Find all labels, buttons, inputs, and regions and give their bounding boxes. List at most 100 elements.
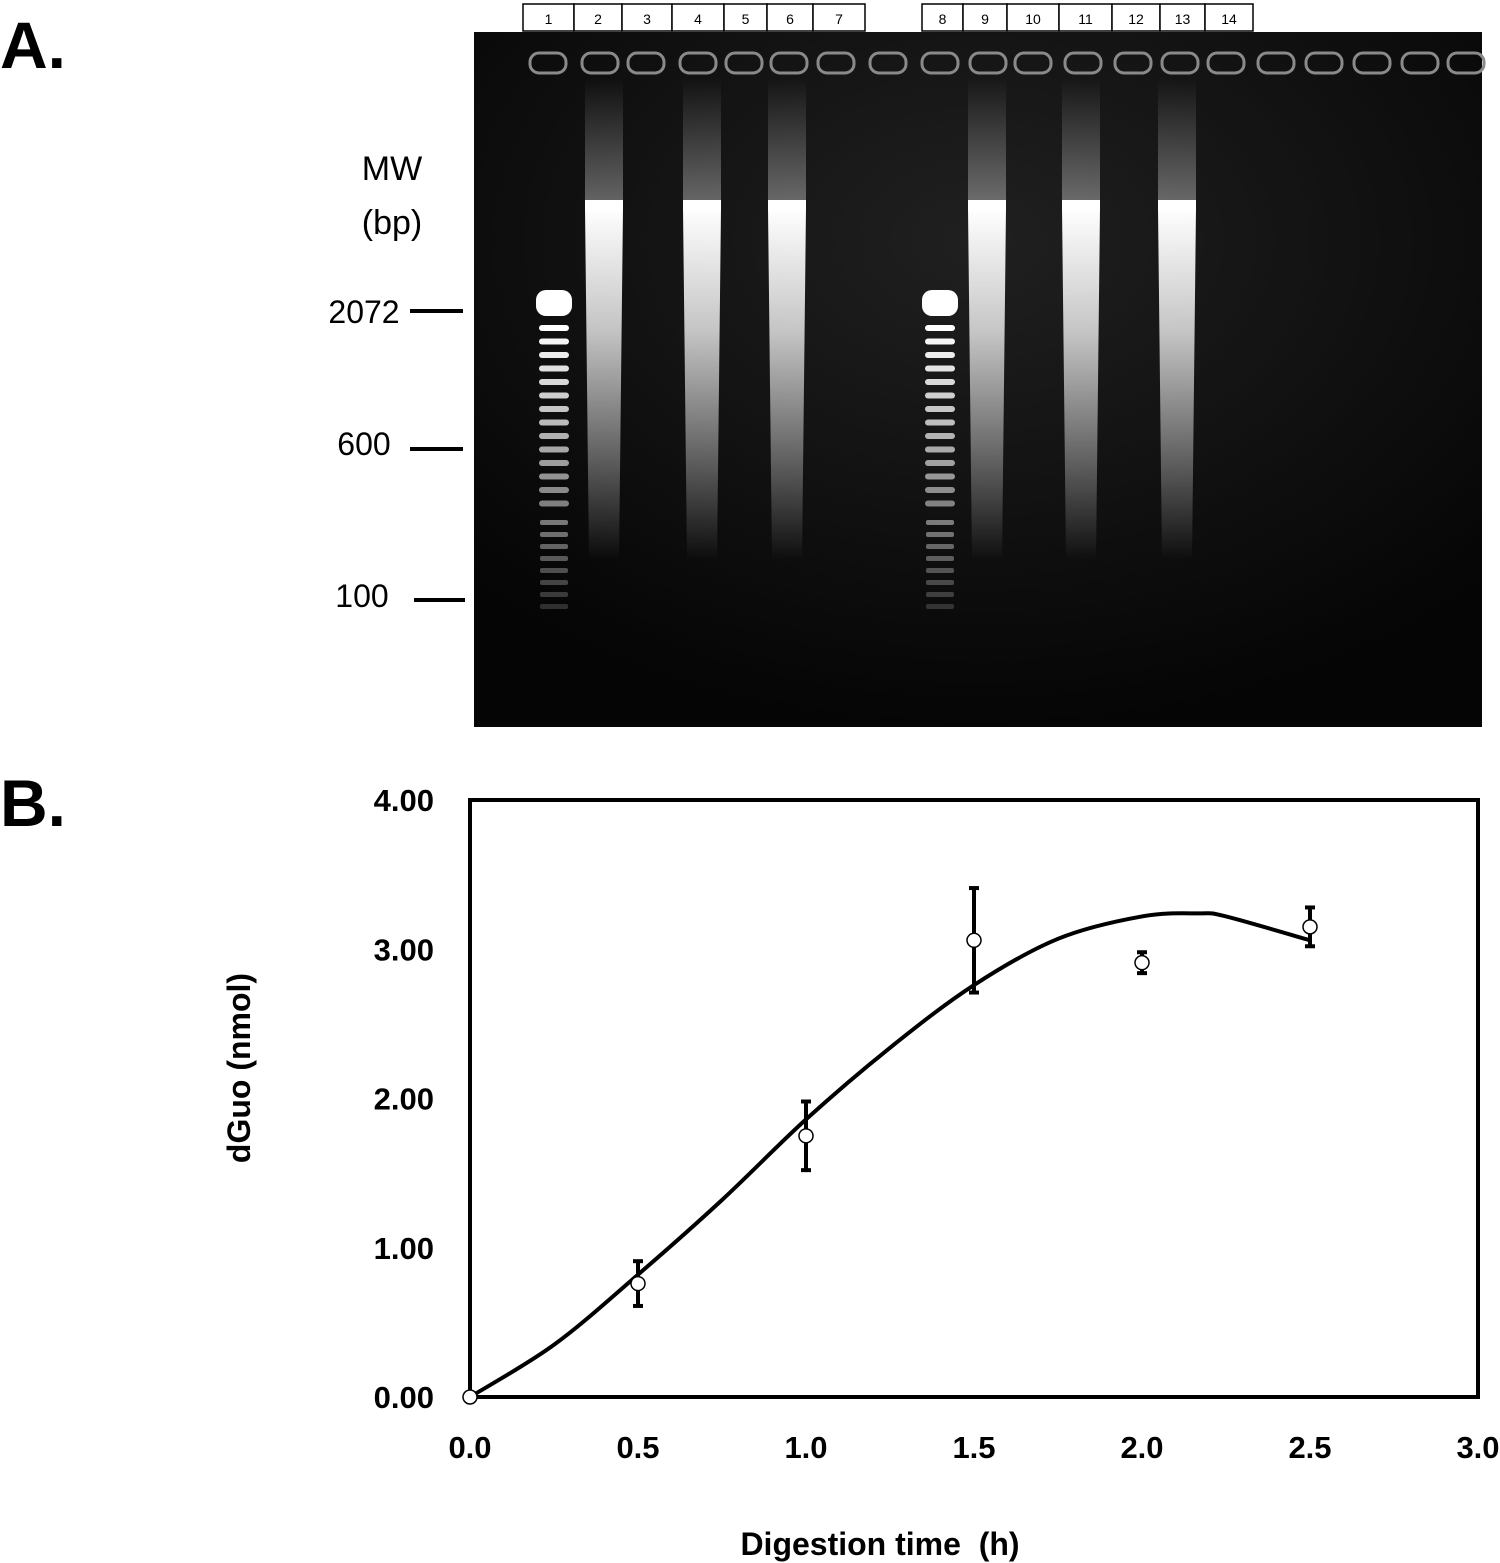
- lane-8-ladder: [922, 290, 958, 609]
- ladder-band: [925, 433, 955, 439]
- ladder-band: [925, 379, 955, 385]
- ladder-band: [539, 406, 569, 412]
- x-axis: 0.0 0.5 1.0 1.5 2.0 2.5 3.0: [448, 1430, 1499, 1465]
- ladder-band: [539, 460, 569, 466]
- lane-label-8: 8: [921, 3, 964, 32]
- gel-well: [1256, 51, 1296, 75]
- gel-well: [1206, 51, 1246, 75]
- ladder-band: [926, 544, 954, 549]
- x-tick-label: 1.0: [784, 1430, 827, 1465]
- ladder-band: [539, 338, 569, 345]
- smear-upper: [768, 78, 806, 203]
- x-tick-label: 0.0: [448, 1430, 491, 1465]
- lane-number: 9: [981, 11, 989, 27]
- x-tick-label: 0.5: [616, 1430, 659, 1465]
- ladder-band: [540, 556, 568, 561]
- y-tick-label: 1.00: [374, 1231, 434, 1266]
- lane-number: 6: [786, 11, 794, 27]
- x-tick-label: 2.5: [1288, 1430, 1331, 1465]
- lane-number: 14: [1221, 11, 1237, 27]
- lane-number: 1: [545, 11, 553, 27]
- marker-2072: 2072: [328, 294, 463, 330]
- lane-label-4: 4: [671, 3, 725, 32]
- lane-label-box: [573, 3, 623, 32]
- smear-upper: [1158, 78, 1196, 203]
- gel-well: [580, 51, 620, 75]
- lane-number: 11: [1078, 11, 1093, 27]
- genomic-band: [968, 200, 1006, 210]
- ladder-band: [539, 473, 569, 480]
- lane-label-box: [1006, 3, 1060, 32]
- lane-label-box: [766, 3, 814, 32]
- y-axis: 0.00 1.00 2.00 3.00 4.00: [374, 783, 434, 1415]
- lane-label-3: 3: [621, 3, 673, 32]
- smear-upper: [1062, 78, 1100, 203]
- lane-label-box: [962, 3, 1008, 32]
- gel-well: [1304, 51, 1344, 75]
- data-point: [966, 932, 982, 949]
- ladder-band: [922, 290, 958, 316]
- lane-number: 8: [939, 11, 947, 27]
- y-tick-label: 2.00: [374, 1082, 434, 1117]
- gel-well: [1063, 51, 1103, 75]
- data-point: [462, 1389, 478, 1405]
- ladder-band: [926, 556, 954, 561]
- data-point: [1302, 919, 1318, 935]
- lane-4-smear: [683, 78, 721, 560]
- genomic-band: [1158, 200, 1196, 210]
- lane-2-smear: [585, 78, 623, 560]
- lane-label-11: 11: [1058, 3, 1113, 32]
- data-point: [798, 1128, 814, 1144]
- lane-label-6: 6: [766, 3, 814, 32]
- ladder-band: [539, 392, 569, 399]
- data-point: [1134, 954, 1150, 971]
- marker-600: 600: [337, 426, 463, 462]
- smear-lower: [1158, 208, 1196, 560]
- lane-11-smear: [1062, 78, 1100, 560]
- ladder-band: [539, 419, 569, 426]
- genomic-band: [768, 200, 806, 210]
- lane-label-1: 1: [522, 3, 575, 32]
- smear-lower: [585, 208, 623, 560]
- x-axis-label: Digestion time (h): [740, 1526, 1019, 1562]
- marker-label-100: 100: [335, 578, 388, 614]
- gel-well: [1352, 51, 1392, 75]
- lane-label-box: [1058, 3, 1113, 32]
- ladder-band: [925, 352, 955, 358]
- ladder-band: [925, 365, 955, 372]
- lane-label-12: 12: [1111, 3, 1161, 32]
- marker-label-600: 600: [337, 426, 390, 462]
- smear-lower: [768, 208, 806, 560]
- genomic-band: [683, 200, 721, 210]
- ladder-band: [925, 460, 955, 466]
- panel-b-label: B.: [0, 766, 66, 840]
- smear-lower: [968, 208, 1006, 560]
- mw-unit-label: (bp): [362, 204, 422, 242]
- x-tick-label: 3.0: [1456, 1430, 1499, 1465]
- marker-label-2072: 2072: [328, 294, 399, 330]
- ladder-band: [539, 365, 569, 372]
- lane-label-box: [671, 3, 725, 32]
- lane-label-13: 13: [1159, 3, 1206, 32]
- ladder-band: [539, 379, 569, 385]
- ladder-band: [539, 433, 569, 439]
- ladder-band: [926, 568, 954, 573]
- smear-upper: [683, 78, 721, 203]
- lane-number: 13: [1175, 11, 1191, 27]
- gel-well: [868, 51, 908, 75]
- lane-label-9: 9: [962, 3, 1008, 32]
- gel-well: [1113, 51, 1153, 75]
- lane-number: 4: [694, 11, 702, 27]
- lane-label-box: [621, 3, 673, 32]
- lane-label-box: [723, 3, 768, 32]
- ladder-band: [926, 592, 954, 597]
- y-tick-label: 0.00: [374, 1380, 434, 1415]
- ladder-band: [925, 500, 955, 507]
- smear-lower: [1062, 208, 1100, 560]
- smear-lower: [683, 208, 721, 560]
- ladder-band: [536, 290, 572, 316]
- lane-label-14: 14: [1204, 3, 1254, 32]
- gel-well: [1160, 51, 1200, 75]
- smear-upper: [968, 78, 1006, 203]
- ladder-band: [540, 532, 568, 537]
